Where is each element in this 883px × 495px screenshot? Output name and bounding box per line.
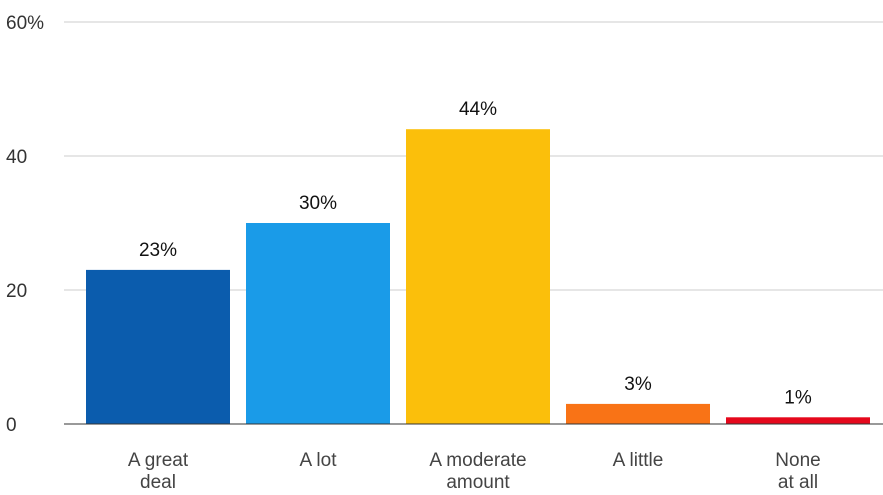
category-label-line: A lot (300, 450, 338, 471)
y-axis-tick-labels: 0 20 40 60% (6, 13, 44, 436)
bar (566, 403, 710, 424)
y-tick-label: 20 (6, 281, 27, 302)
y-tick-label: 40 (6, 147, 27, 168)
data-label: 1% (784, 387, 812, 408)
category-label-line: deal (140, 472, 176, 493)
bar (726, 417, 870, 424)
category-label: None at all (775, 450, 820, 493)
data-label: 30% (299, 193, 337, 214)
category-label: A great deal (128, 450, 189, 493)
category-label-line: None (775, 450, 820, 471)
data-label: 3% (624, 374, 652, 395)
x-axis-category-labels: A great deal A lot A moderate amount A little… (128, 450, 821, 493)
data-label: 44% (459, 99, 497, 120)
y-tick-label: 0 (6, 415, 17, 436)
category-label: A little (613, 450, 664, 471)
category-label-line: A great (128, 450, 189, 471)
bars (86, 129, 870, 424)
category-label-line: amount (446, 472, 510, 493)
data-label: 23% (139, 240, 177, 261)
category-label: A moderate amount (429, 450, 526, 493)
category-label-line: at all (778, 472, 818, 493)
y-tick-label: 60% (6, 13, 44, 34)
category-label-line: A little (613, 450, 664, 471)
category-label: A lot (300, 450, 338, 471)
bar (86, 269, 230, 424)
bar (406, 129, 550, 424)
data-labels: 23% 30% 44% 3% 1% (139, 99, 812, 408)
bar (246, 223, 390, 424)
category-label-line: A moderate (429, 450, 526, 471)
